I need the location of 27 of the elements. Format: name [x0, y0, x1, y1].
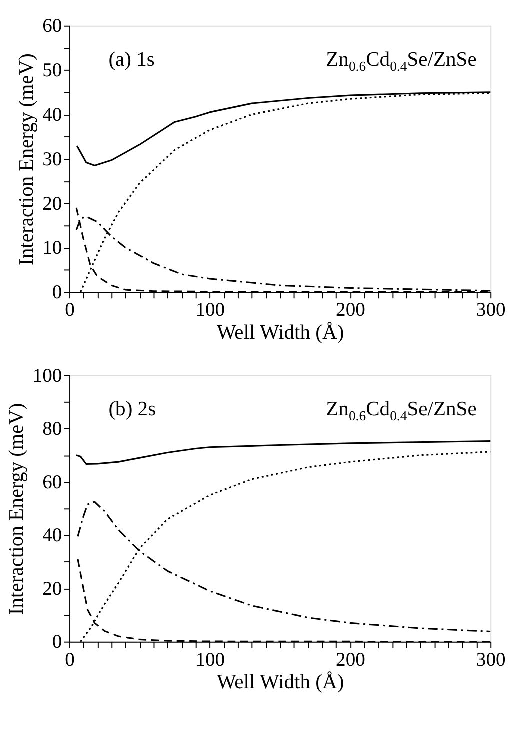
x-tick-label: 0 — [65, 300, 76, 322]
y-tick-label: 80 — [42, 419, 62, 440]
y-tick-label: 50 — [42, 60, 62, 82]
y-axis-title: Interaction Energy (meV) — [6, 403, 28, 616]
y-tick-label: 100 — [32, 366, 62, 387]
x-axis-title: Well Width (Å) — [216, 322, 344, 344]
y-axis-title: Interaction Energy (meV) — [16, 54, 38, 266]
y-tick-label: 20 — [42, 194, 62, 215]
y-tick-label: 0 — [52, 632, 62, 654]
annotation: (b) 2s — [108, 398, 156, 421]
y-tick-label: 40 — [42, 105, 62, 126]
x-tick-label: 100 — [196, 300, 226, 322]
x-tick-label: 300 — [476, 300, 506, 322]
y-tick-label: 30 — [42, 149, 62, 170]
y-tick-label: 60 — [42, 472, 62, 494]
y-tick-label: 10 — [42, 238, 62, 260]
x-axis-title: Well Width (Å) — [216, 671, 344, 694]
y-tick-label: 60 — [42, 16, 62, 38]
x-tick-label: 200 — [336, 650, 366, 671]
x-tick-label: 200 — [336, 300, 366, 322]
y-tick-label: 20 — [42, 578, 62, 600]
x-tick-label: 100 — [196, 650, 226, 671]
x-tick-label: 300 — [476, 650, 506, 671]
y-tick-label: 40 — [42, 526, 62, 547]
x-tick-label: 0 — [65, 650, 76, 671]
y-tick-label: 0 — [52, 282, 62, 304]
annotation: (a) 1s — [108, 49, 155, 72]
